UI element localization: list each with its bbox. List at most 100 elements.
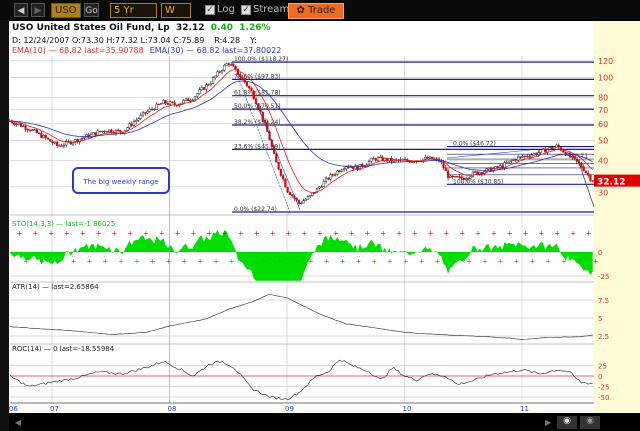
- forward-button[interactable]: ▶: [31, 3, 45, 17]
- sto-oversold-marker: +: [371, 258, 377, 266]
- candle-body: [501, 165, 504, 168]
- candle-body: [128, 123, 131, 129]
- zoom-in-icon[interactable]: ◉: [557, 416, 577, 429]
- last-price-badge: [594, 174, 640, 187]
- candle-body: [126, 127, 129, 131]
- sto-oversold-marker: +: [197, 258, 203, 266]
- sto-overbought-marker: +: [396, 230, 402, 238]
- candle-body: [162, 100, 165, 104]
- candle-body: [284, 178, 287, 188]
- candle-body: [137, 118, 140, 121]
- trend-line: [254, 99, 301, 211]
- fib-label: 61.8% ($81.78): [234, 90, 281, 97]
- candle-body: [141, 112, 145, 116]
- annotation-box: The big weekly range: [72, 167, 170, 194]
- sto-overbought-marker: +: [538, 230, 544, 238]
- candle-body: [555, 144, 558, 148]
- sto-oversold-marker: +: [134, 258, 140, 266]
- trend-line: [577, 159, 595, 208]
- candle-body: [550, 147, 554, 149]
- sto-oversold-marker: +: [55, 258, 61, 266]
- symbol-input[interactable]: USO: [51, 3, 81, 18]
- candle-body: [209, 83, 212, 85]
- candle-body: [487, 167, 490, 169]
- sto-overbought-marker: +: [127, 230, 133, 238]
- header-title: USO United States Oil Fund, Lp 32.12 0.4…: [12, 23, 271, 33]
- stream-checkbox[interactable]: ✓: [241, 5, 251, 15]
- candle-body: [286, 186, 289, 193]
- candle-body: [230, 64, 233, 66]
- ema30-legend: EMA(30) — 68.82 last=37.80022: [149, 46, 282, 55]
- candle-body: [150, 108, 154, 111]
- candle-body: [469, 176, 472, 179]
- candle-body: [309, 195, 312, 197]
- candle-body: [288, 192, 291, 196]
- candle-body: [451, 175, 454, 178]
- log-checkbox[interactable]: ✓: [205, 5, 215, 15]
- fib-label: 100.0% ($30.85): [453, 178, 503, 185]
- candle-body: [446, 170, 450, 179]
- indicator-tick-label: 0: [598, 249, 602, 257]
- candle-body: [568, 152, 572, 158]
- stream-label: Stream: [253, 4, 290, 15]
- candle-body: [135, 119, 138, 123]
- sto-oversold-marker: +: [213, 258, 219, 266]
- interval-dropdown[interactable]: W: [161, 3, 191, 18]
- sto-oversold-marker: +: [498, 258, 504, 266]
- candle-body: [184, 98, 188, 101]
- sto-oversold-marker: +: [181, 258, 187, 266]
- candle-body: [580, 163, 583, 168]
- sto-overbought-marker: +: [475, 230, 481, 238]
- candle-body: [562, 150, 565, 153]
- candle-body: [110, 129, 113, 133]
- candle-body: [146, 111, 149, 114]
- ohlc-readout: D: 12/24/2007 O:73.30 H:77.32 L:73.04 C:…: [12, 36, 205, 45]
- back-button[interactable]: ◀: [14, 3, 28, 17]
- candle-body: [444, 167, 447, 171]
- candle-body: [458, 176, 461, 178]
- horizontal-scrollbar[interactable]: ◀ ▶ ◉ ◉: [9, 415, 640, 431]
- candle-body: [358, 163, 362, 171]
- sto-oversold-marker: +: [387, 258, 393, 266]
- candle-body: [302, 200, 305, 204]
- candle-body: [200, 87, 203, 91]
- candle-body: [207, 84, 210, 86]
- candle-body: [164, 100, 167, 104]
- period-dropdown[interactable]: 5 Yr: [110, 3, 157, 18]
- candle-body: [78, 138, 81, 143]
- scroll-left-icon[interactable]: ◀: [15, 418, 22, 427]
- candle-body: [467, 177, 470, 180]
- y-readout: Y:: [250, 36, 257, 45]
- candle-body: [13, 122, 16, 125]
- candle-body: [74, 139, 77, 143]
- sto-oversold-marker: +: [308, 258, 314, 266]
- sto-oversold-marker: +: [435, 258, 441, 266]
- scroll-right-icon[interactable]: ▶: [545, 418, 552, 427]
- candle-body: [282, 175, 285, 180]
- candle-body: [557, 144, 560, 148]
- candle-body: [532, 153, 536, 156]
- candle-body: [69, 141, 72, 145]
- zoom-out-icon[interactable]: ◉: [580, 416, 600, 429]
- sto-oversold-marker: +: [292, 258, 298, 266]
- go-button[interactable]: Go: [84, 3, 99, 17]
- candle-body: [241, 76, 244, 79]
- atr-line: [9, 293, 593, 340]
- sto-oversold-marker: +: [261, 258, 267, 266]
- candle-body: [385, 158, 389, 162]
- indicator-tick-label: -25: [598, 384, 609, 392]
- candle-body: [424, 157, 427, 160]
- sto-oversold-marker: +: [118, 258, 124, 266]
- sto-oversold-marker: +: [403, 258, 409, 266]
- candle-body: [223, 65, 226, 71]
- candle-body: [526, 155, 529, 157]
- price-tick-label: 120: [598, 57, 613, 66]
- candle-body: [390, 158, 393, 162]
- candle-body: [544, 148, 547, 153]
- candle-body: [108, 129, 111, 133]
- fib-label: 23.6% ($45.29): [234, 143, 281, 150]
- x-tick-label: 09: [285, 405, 294, 413]
- sto-overbought-marker: +: [301, 230, 307, 238]
- candle-body: [318, 186, 321, 189]
- sto-overbought-marker: +: [143, 230, 149, 238]
